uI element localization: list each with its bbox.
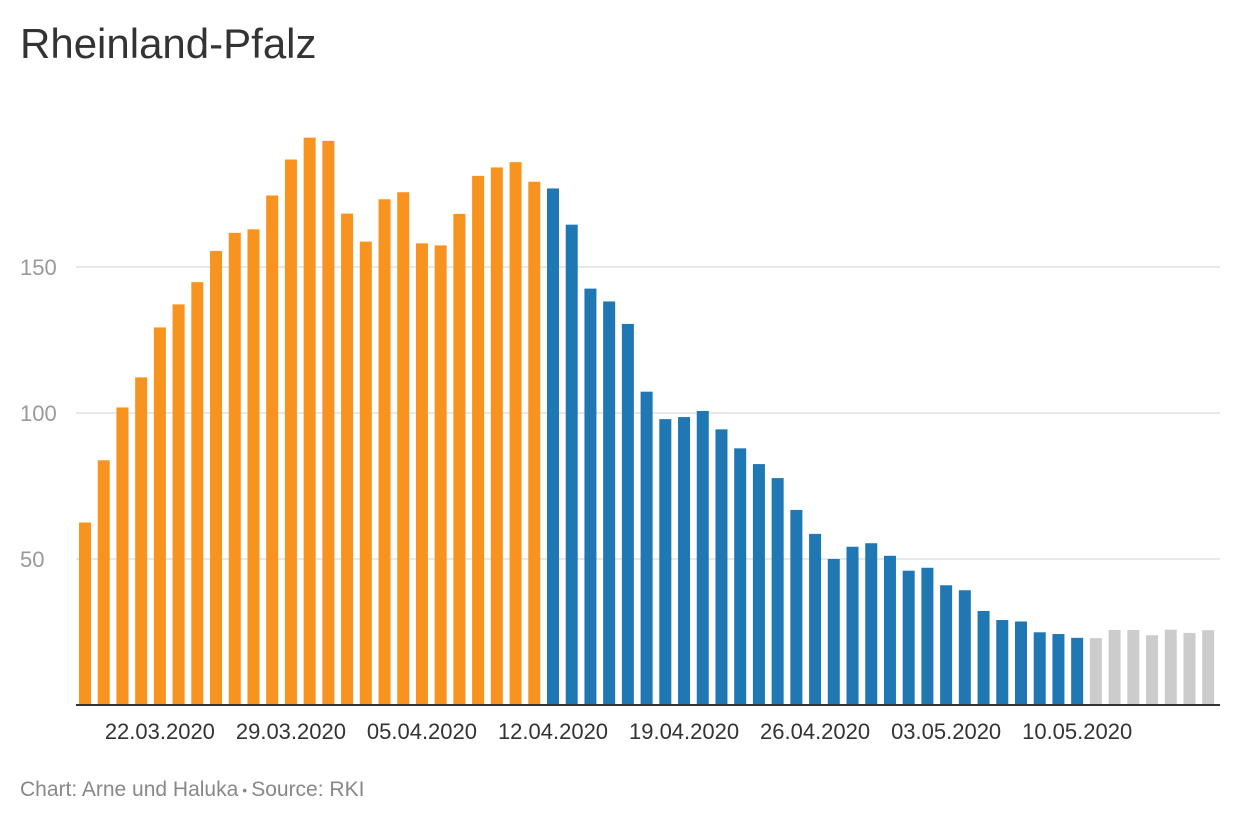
bar <box>490 167 503 706</box>
bar <box>1127 629 1140 705</box>
bar <box>996 620 1009 705</box>
bar <box>977 610 990 705</box>
bar <box>659 419 672 705</box>
x-tick-label: 05.04.2020 <box>367 719 477 744</box>
bar <box>809 533 822 705</box>
bar <box>865 543 878 705</box>
x-tick-labels: 22.03.2020 29.03.2020 05.04.2020 12.04.2020… <box>105 719 1132 744</box>
chart-title: Rheinland-Pfalz <box>20 20 317 67</box>
bar <box>734 448 747 705</box>
bar <box>247 229 260 705</box>
bar <box>678 417 691 705</box>
bar <box>1202 630 1215 705</box>
x-tick-label: 10.05.2020 <box>1022 719 1132 744</box>
bar <box>228 232 241 705</box>
bar-chart: 50 100 150 22.03.2020 29.03.2020 05.04.2020 1… <box>20 137 1220 744</box>
bar <box>790 509 803 705</box>
bar <box>1089 638 1102 705</box>
bar <box>640 391 653 705</box>
bar <box>1015 621 1027 705</box>
bars <box>79 137 1215 706</box>
bar <box>715 429 728 705</box>
bar <box>153 327 166 705</box>
x-tick-label: 03.05.2020 <box>891 719 1001 744</box>
bar <box>902 570 915 705</box>
bar <box>509 162 522 705</box>
bar <box>1033 632 1046 705</box>
bar <box>827 559 840 705</box>
bar <box>397 192 410 706</box>
x-tick-label: 19.04.2020 <box>629 719 739 744</box>
bar <box>378 199 391 706</box>
bar <box>883 555 896 705</box>
bar <box>547 188 559 705</box>
bar <box>453 213 466 705</box>
bar <box>846 546 859 705</box>
x-tick-label: 29.03.2020 <box>236 719 346 744</box>
bar <box>191 282 204 705</box>
y-tick-label: 150 <box>20 255 57 280</box>
bar <box>359 241 372 705</box>
bar <box>79 522 91 705</box>
chart-footer: Chart: Arne und Haluka • Source: RKI <box>20 778 364 802</box>
chart-credit: Chart: Arne und Haluka <box>20 778 239 801</box>
bar <box>958 590 971 705</box>
bar <box>565 224 578 705</box>
bar <box>266 195 279 705</box>
bar <box>172 304 185 705</box>
bar <box>621 323 634 705</box>
bar <box>1108 629 1121 705</box>
bar <box>322 140 335 705</box>
bar <box>284 159 297 705</box>
bar <box>303 137 316 706</box>
bar <box>116 407 129 705</box>
x-tick-label: 12.04.2020 <box>498 719 608 744</box>
bar <box>603 301 616 705</box>
bar <box>341 213 354 705</box>
bar <box>1183 632 1196 705</box>
y-tick-labels: 50 100 150 <box>20 255 57 572</box>
bar <box>135 377 148 705</box>
bar <box>472 175 485 705</box>
bar <box>1071 637 1084 705</box>
bar <box>210 250 223 705</box>
bar <box>1146 635 1159 705</box>
x-tick-label: 22.03.2020 <box>105 719 215 744</box>
y-tick-label: 100 <box>20 401 57 426</box>
bar <box>771 478 784 705</box>
bar <box>415 243 428 705</box>
bar <box>528 181 541 706</box>
footer-separator: • <box>242 782 248 799</box>
bar <box>584 288 597 705</box>
bar <box>752 464 765 705</box>
chart-source: Source: RKI <box>251 778 365 801</box>
bar <box>921 567 934 705</box>
bar <box>434 245 447 705</box>
bar <box>1052 634 1065 705</box>
bar <box>696 410 709 705</box>
y-tick-label: 50 <box>20 547 44 572</box>
bar <box>940 585 953 705</box>
bar <box>1164 629 1177 705</box>
bar <box>97 460 110 705</box>
x-tick-label: 26.04.2020 <box>760 719 870 744</box>
